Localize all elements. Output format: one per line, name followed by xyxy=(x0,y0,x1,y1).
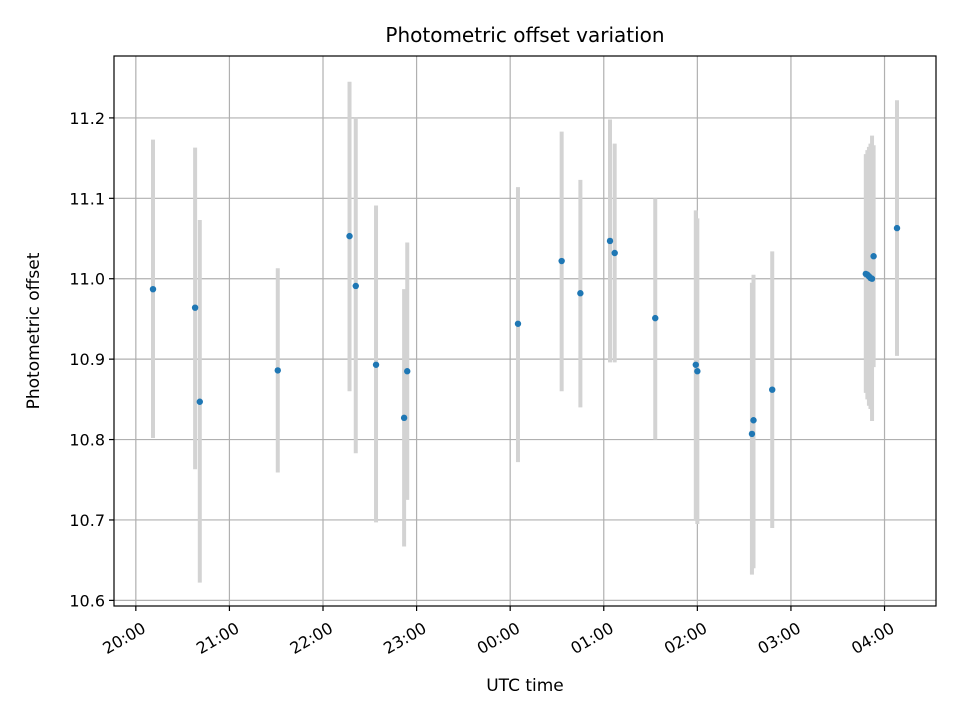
data-point xyxy=(404,368,411,375)
data-point xyxy=(274,367,281,374)
data-point xyxy=(577,290,584,297)
data-point xyxy=(769,386,776,393)
plot-frame xyxy=(113,55,937,607)
data-point xyxy=(694,368,701,375)
data-point xyxy=(870,253,877,260)
data-point xyxy=(400,414,408,422)
grid xyxy=(114,56,936,606)
data-point xyxy=(149,285,157,293)
data-point xyxy=(611,249,618,257)
data-point xyxy=(652,314,659,322)
data-point xyxy=(352,282,359,290)
y-tick-label: 10.7 xyxy=(69,511,105,530)
x-axis-label: UTC time xyxy=(486,676,564,696)
data-point xyxy=(558,257,565,265)
data-point xyxy=(372,361,380,368)
data-points xyxy=(149,224,901,438)
y-axis: 10.6 10.7 10.8 10.9 11.0 11.1 11.2 xyxy=(69,109,114,610)
y-tick-label: 10.8 xyxy=(69,431,105,450)
y-axis-label: Photometric offset xyxy=(24,252,44,409)
chart-title: Photometric offset variation xyxy=(385,23,664,47)
data-point xyxy=(868,275,876,282)
data-point xyxy=(692,361,699,368)
data-point xyxy=(750,417,757,424)
data-point xyxy=(191,304,199,311)
y-tick-label: 11.2 xyxy=(69,109,105,128)
data-point xyxy=(893,224,901,232)
data-point xyxy=(748,430,756,438)
y-tick-label: 10.6 xyxy=(69,591,105,610)
data-point xyxy=(606,237,614,245)
plot-area xyxy=(114,56,936,606)
data-point xyxy=(514,320,522,327)
y-tick-label: 10.9 xyxy=(69,350,105,369)
y-tick-label: 11.1 xyxy=(69,189,105,208)
data-point xyxy=(346,232,353,240)
data-point xyxy=(196,398,203,405)
y-tick-label: 11.0 xyxy=(69,270,105,289)
